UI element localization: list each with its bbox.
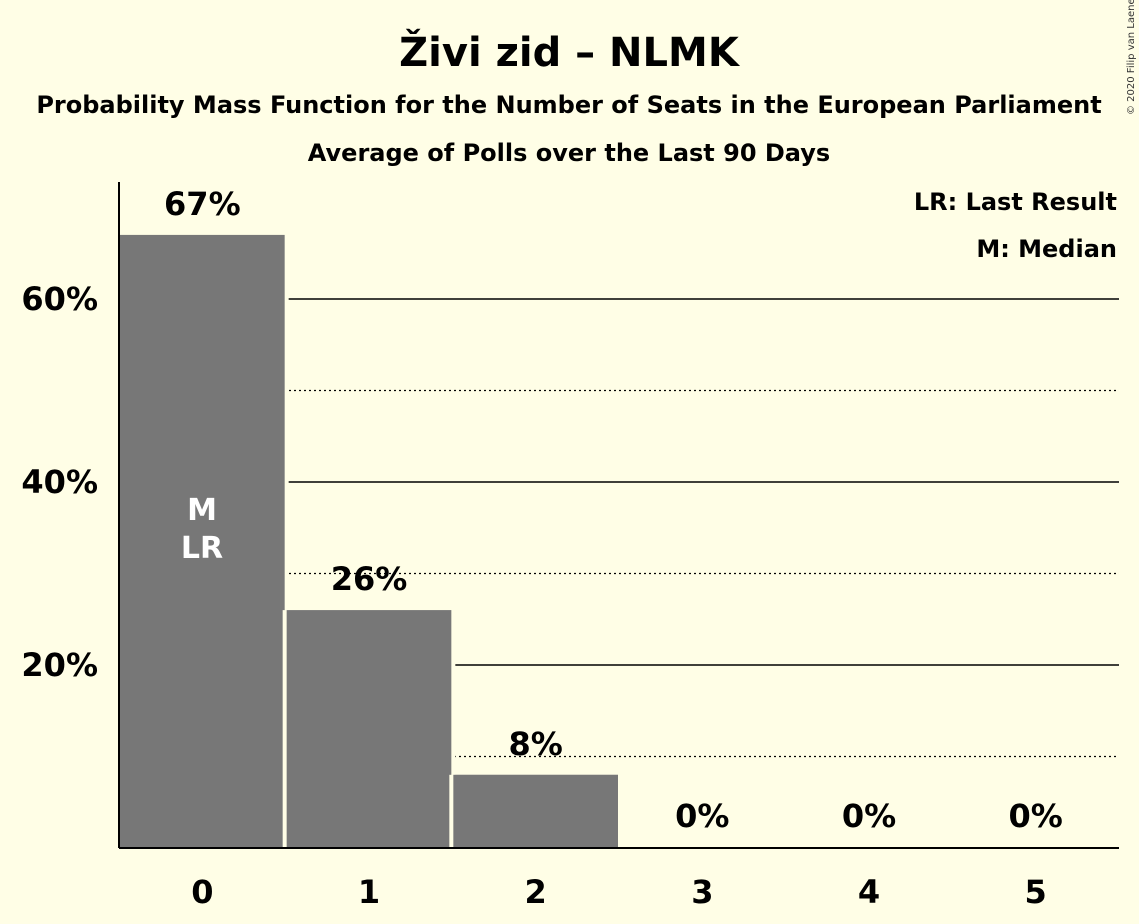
bar-0 bbox=[120, 234, 285, 848]
x-tick-label: 5 bbox=[1025, 873, 1047, 911]
x-tick-label: 3 bbox=[691, 873, 713, 911]
y-tick-label: 20% bbox=[21, 646, 98, 684]
x-tick-label: 0 bbox=[191, 873, 213, 911]
value-label: 26% bbox=[331, 560, 408, 598]
value-label: 8% bbox=[509, 725, 563, 763]
x-tick-label: 2 bbox=[525, 873, 547, 911]
median-marker: M bbox=[187, 493, 217, 528]
x-tick-label: 4 bbox=[858, 873, 880, 911]
value-labels: 67% 26% 8% 0% 0% 0% bbox=[164, 185, 1063, 835]
x-tick-labels: 0 1 2 3 4 5 bbox=[191, 873, 1047, 911]
value-label: 0% bbox=[675, 797, 729, 835]
bar-2 bbox=[453, 774, 618, 848]
bars bbox=[116, 234, 622, 848]
y-tick-labels: 20% 40% 60% bbox=[21, 280, 98, 684]
legend-median: M: Median bbox=[976, 235, 1117, 263]
copyright-notice: © 2020 Filip van Laenen bbox=[1126, 0, 1137, 115]
chart-subtitle: Probability Mass Function for the Number… bbox=[36, 91, 1101, 119]
y-tick-label: 60% bbox=[21, 280, 98, 318]
value-label: 67% bbox=[164, 185, 241, 223]
chart-title: Živi zid – NLMK bbox=[399, 28, 741, 76]
y-tick-label: 40% bbox=[21, 463, 98, 501]
chart-subtitle-2: Average of Polls over the Last 90 Days bbox=[308, 139, 830, 167]
value-label: 0% bbox=[1009, 797, 1063, 835]
axes bbox=[118, 182, 1119, 849]
value-label: 0% bbox=[842, 797, 896, 835]
legend-last-result: LR: Last Result bbox=[914, 188, 1117, 216]
last-result-marker: LR bbox=[181, 531, 223, 566]
x-tick-label: 1 bbox=[358, 873, 380, 911]
bar-1 bbox=[286, 610, 452, 848]
